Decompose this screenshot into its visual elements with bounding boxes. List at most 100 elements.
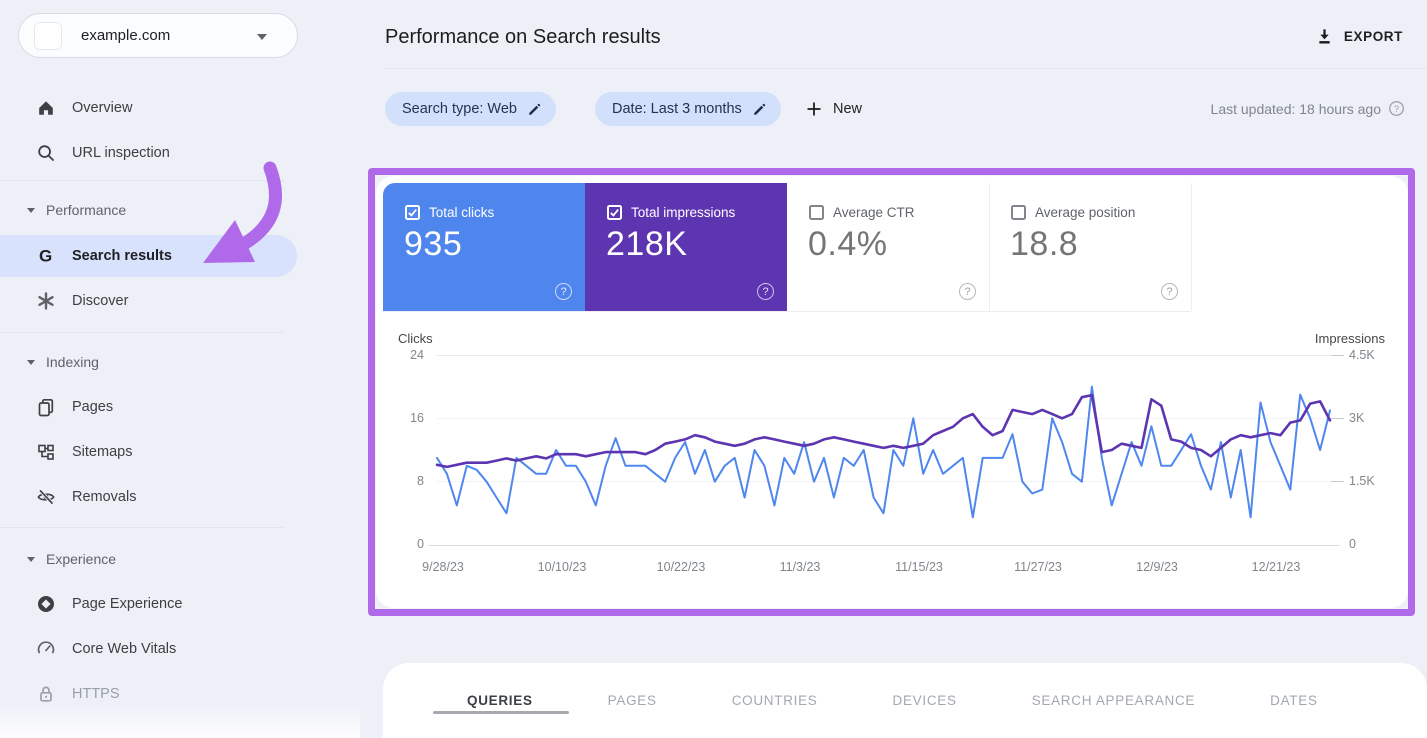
google-g-icon: G [36,246,56,266]
sidebar-item-url-inspection[interactable]: URL inspection [0,132,297,174]
right-tick-mark [1331,481,1344,482]
new-filter-button[interactable]: New [806,92,862,126]
metric-card-average-position[interactable]: Average position 18.8 ? [989,183,1191,311]
header-divider [385,68,1427,69]
sidebar-item-removals[interactable]: Removals [0,476,297,518]
metric-value: 18.8 [1010,225,1079,263]
property-selector[interactable]: example.com [18,13,298,58]
performance-chart-lines[interactable] [435,355,1332,545]
sidebar-item-label: Search results [72,248,172,264]
svg-text:?: ? [1394,104,1399,114]
sidebar-section-indexing[interactable]: Indexing [0,347,297,377]
sidebar-item-core-web-vitals[interactable]: Core Web Vitals [0,628,297,670]
section-label: Indexing [46,354,99,370]
last-updated: Last updated: 18 hours ago ? [1211,100,1405,117]
property-label: example.com [81,27,171,44]
y-tick-label: 0 [1349,537,1356,551]
filter-chip-search-type[interactable]: Search type: Web [385,92,556,126]
metric-divider [1191,183,1192,311]
metric-card-average-ctr[interactable]: Average CTR 0.4% ? [787,183,989,311]
sidebar-section-experience[interactable]: Experience [0,544,297,574]
property-favicon [34,21,62,50]
active-tab-underline [433,711,569,714]
page-experience-icon [36,594,56,614]
export-button[interactable]: EXPORT [1315,27,1403,46]
metric-value: 218K [606,225,688,263]
help-icon[interactable]: ? [555,283,572,300]
chip-label: Search type: Web [402,101,517,117]
checkbox-unchecked-icon[interactable] [809,205,824,220]
help-icon[interactable]: ? [1388,100,1405,117]
help-icon[interactable]: ? [1161,283,1178,300]
x-tick-label: 11/3/23 [779,560,821,574]
y-tick-label: 24 [410,348,424,362]
chip-label: Date: Last 3 months [612,101,742,117]
metric-card-total-clicks[interactable]: Total clicks 935 ? [383,183,585,311]
metric-card-total-impressions[interactable]: Total impressions 218K ? [585,183,787,311]
section-label: Experience [46,551,117,567]
gridline [437,481,1330,482]
sidebar-item-overview[interactable]: Overview [0,87,297,129]
metric-label: Average position [1035,205,1136,220]
metric-cards-row: Total clicks 935 ? Total impressions 218… [383,183,1191,311]
checkbox-checked-icon[interactable] [405,205,420,220]
home-icon [36,98,56,118]
x-tick-label: 11/27/23 [1014,560,1062,574]
dimensions-tabs-card: QUERIES PAGES COUNTRIES DEVICES SEARCH A… [383,663,1427,738]
sidebar-item-pages[interactable]: Pages [0,386,297,428]
x-tick-label: 10/22/23 [656,560,706,574]
sidebar-section-performance[interactable]: Performance [0,195,297,225]
sidebar-item-label: Removals [72,489,137,505]
x-tick-label: 9/28/23 [422,560,464,574]
download-icon [1319,29,1330,44]
sidebar-item-label: Core Web Vitals [72,641,177,657]
tab-pages[interactable]: PAGES [607,693,657,708]
sidebar-item-label: Sitemaps [72,444,133,460]
right-tick-mark [1331,355,1344,356]
tab-devices[interactable]: DEVICES [892,693,957,708]
tab-queries[interactable]: QUERIES [467,693,533,708]
right-axis-title: Impressions [1314,331,1385,346]
sidebar-item-label: Pages [72,399,114,415]
x-tick-label: 12/9/23 [1136,560,1178,574]
metric-label: Average CTR [833,205,915,220]
sidebar-item-label: HTTPS [72,686,120,702]
checkbox-unchecked-icon[interactable] [1011,205,1026,220]
pencil-icon [529,103,541,115]
tabs-row: QUERIES PAGES COUNTRIES DEVICES SEARCH A… [383,663,1427,708]
sidebar-item-https[interactable]: HTTPS [0,673,297,715]
x-tick-label: 11/15/23 [895,560,943,574]
sidebar-item-discover[interactable]: Discover [0,280,297,322]
page-title: Performance on Search results [385,26,661,48]
gridline [437,418,1330,419]
export-label: EXPORT [1343,29,1403,44]
help-icon[interactable]: ? [757,283,774,300]
performance-chart-card: Total clicks 935 ? Total impressions 218… [376,176,1408,608]
filter-chip-date[interactable]: Date: Last 3 months [595,92,781,126]
plus-icon [807,102,821,116]
x-tick-label: 12/21/23 [1251,560,1301,574]
pages-copy-icon [36,397,56,417]
sidebar-item-label: URL inspection [72,145,170,161]
sidebar-item-page-experience[interactable]: Page Experience [0,583,297,625]
sidebar: example.com Overview URL inspection Perf… [0,0,360,738]
tab-dates[interactable]: DATES [1270,693,1318,708]
gridline [437,355,1330,356]
sidebar-item-sitemaps[interactable]: Sitemaps [0,431,297,473]
checkbox-checked-icon[interactable] [607,205,622,220]
tab-countries[interactable]: COUNTRIES [731,693,818,708]
discover-asterisk-icon [36,291,56,311]
sidebar-divider [0,332,284,333]
speedometer-icon [36,639,56,659]
pencil-icon [754,103,765,115]
help-icon[interactable]: ? [959,283,976,300]
tab-search-appearance[interactable]: SEARCH APPEARANCE [1031,693,1196,708]
sitemaps-tree-icon [36,442,56,462]
collapse-caret-icon [27,207,35,213]
metric-value: 935 [404,225,463,263]
y-tick-label: 16 [410,411,424,425]
sidebar-divider [0,527,284,528]
sidebar-item-search-results[interactable]: G Search results [0,235,297,277]
metric-label: Total clicks [429,205,495,220]
